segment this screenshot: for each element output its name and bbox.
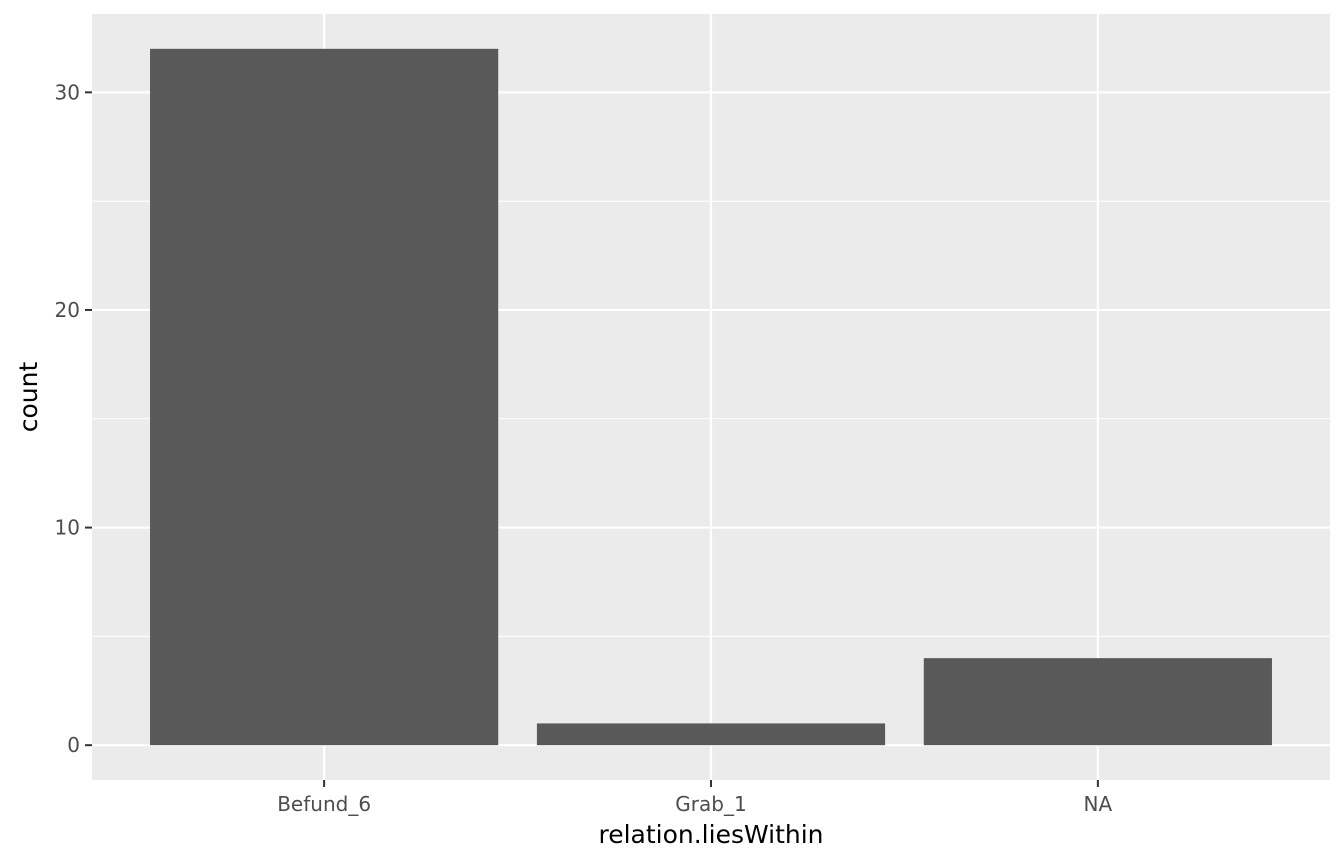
y-tick-label: 10 xyxy=(55,516,80,540)
bar-grab-1 xyxy=(536,723,886,746)
y-tick-label: 30 xyxy=(55,80,80,104)
bar-befund-6 xyxy=(150,48,499,746)
x-axis: Befund_6 Grab_1 NA xyxy=(277,780,1113,816)
bar-na xyxy=(923,658,1272,746)
x-tick-label: Grab_1 xyxy=(675,792,746,816)
y-axis-title: count xyxy=(14,362,43,433)
y-tick-label: 0 xyxy=(67,733,80,757)
y-axis: 0 10 20 30 xyxy=(55,80,92,757)
y-tick-label: 20 xyxy=(55,298,80,322)
x-tick-label: NA xyxy=(1084,792,1113,816)
x-axis-title: relation.liesWithin xyxy=(598,820,823,849)
bars xyxy=(150,48,1272,746)
x-tick-label: Befund_6 xyxy=(277,792,371,816)
